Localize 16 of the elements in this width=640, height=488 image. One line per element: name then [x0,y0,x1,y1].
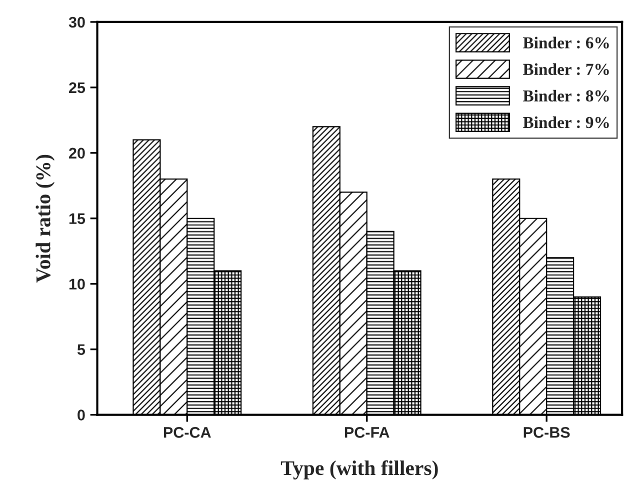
legend-label: Binder : 6% [523,36,609,49]
x-tick-label: PC-FA [344,427,390,438]
y-tick-label: 15 [69,213,86,224]
x-tick-label: PC-CA [164,427,211,438]
x-axis-title: Type (with fillers) [280,460,438,480]
legend-label: Binder : 9% [523,116,609,128]
y-tick-label: 25 [69,82,86,94]
y-tick-label: 5 [77,344,86,356]
x-tick-label: PC-BS [524,427,570,438]
y-axis-title: Void ratio (%) [36,154,55,283]
y-tick-label: 30 [68,16,85,28]
y-tick-label: 20 [69,148,85,159]
y-tick-label: 10 [69,278,85,290]
y-tick-label: 0 [78,410,85,420]
legend-label: Binder : 8% [523,90,609,102]
legend-label: Binder : 7% [523,63,609,76]
